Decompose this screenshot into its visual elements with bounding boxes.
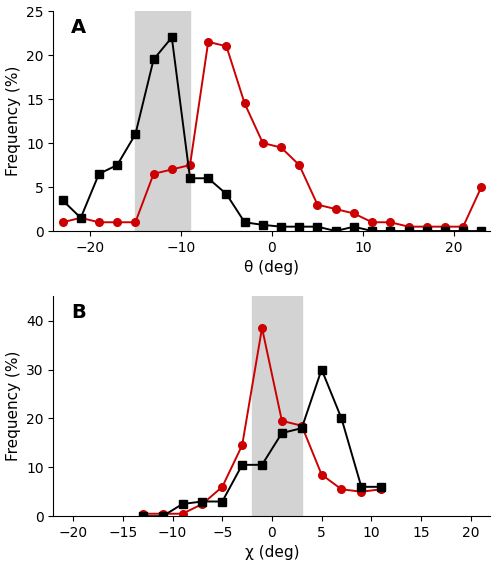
Text: A: A <box>71 18 86 37</box>
Y-axis label: Frequency (%): Frequency (%) <box>5 351 20 461</box>
Bar <box>135 11 190 231</box>
X-axis label: χ (deg): χ (deg) <box>245 546 299 560</box>
Y-axis label: Frequency (%): Frequency (%) <box>5 66 20 176</box>
X-axis label: θ (deg): θ (deg) <box>245 260 300 275</box>
Text: B: B <box>71 303 86 321</box>
Bar <box>252 296 302 516</box>
